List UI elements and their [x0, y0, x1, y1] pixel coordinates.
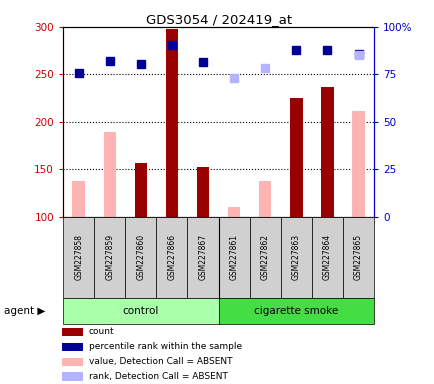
Bar — [320, 87, 333, 217]
Bar — [165, 29, 178, 217]
Bar — [134, 163, 147, 217]
Title: GDS3054 / 202419_at: GDS3054 / 202419_at — [145, 13, 291, 26]
Bar — [352, 111, 364, 217]
Bar — [62, 358, 83, 366]
Text: GSM227866: GSM227866 — [167, 234, 176, 280]
Text: GSM227865: GSM227865 — [353, 234, 362, 280]
FancyBboxPatch shape — [125, 217, 156, 298]
Bar — [289, 98, 302, 217]
FancyBboxPatch shape — [249, 217, 280, 298]
Bar — [62, 372, 83, 381]
Text: GSM227862: GSM227862 — [260, 234, 269, 280]
FancyBboxPatch shape — [156, 217, 187, 298]
Text: GSM227861: GSM227861 — [229, 234, 238, 280]
FancyBboxPatch shape — [187, 217, 218, 298]
Text: count: count — [89, 328, 114, 336]
Text: GSM227864: GSM227864 — [322, 234, 331, 280]
Text: GSM227867: GSM227867 — [198, 234, 207, 280]
Text: percentile rank within the sample: percentile rank within the sample — [89, 342, 241, 351]
FancyBboxPatch shape — [63, 217, 94, 298]
Bar — [227, 207, 240, 217]
FancyBboxPatch shape — [94, 217, 125, 298]
Text: cigarette smoke: cigarette smoke — [253, 306, 338, 316]
Bar — [62, 328, 83, 336]
Bar — [103, 132, 116, 217]
Text: GSM227859: GSM227859 — [105, 234, 114, 280]
Text: value, Detection Call = ABSENT: value, Detection Call = ABSENT — [89, 357, 232, 366]
FancyBboxPatch shape — [342, 217, 373, 298]
FancyBboxPatch shape — [218, 217, 249, 298]
FancyBboxPatch shape — [311, 217, 342, 298]
Text: control: control — [122, 306, 159, 316]
Text: GSM227860: GSM227860 — [136, 234, 145, 280]
Text: GSM227858: GSM227858 — [74, 234, 83, 280]
Text: rank, Detection Call = ABSENT: rank, Detection Call = ABSENT — [89, 372, 227, 381]
FancyBboxPatch shape — [280, 217, 311, 298]
Text: GSM227863: GSM227863 — [291, 234, 300, 280]
FancyBboxPatch shape — [218, 298, 373, 324]
Bar — [196, 167, 209, 217]
FancyBboxPatch shape — [63, 298, 218, 324]
Bar — [258, 181, 271, 217]
Bar — [72, 181, 85, 217]
Text: agent ▶: agent ▶ — [4, 306, 46, 316]
Bar — [62, 343, 83, 351]
